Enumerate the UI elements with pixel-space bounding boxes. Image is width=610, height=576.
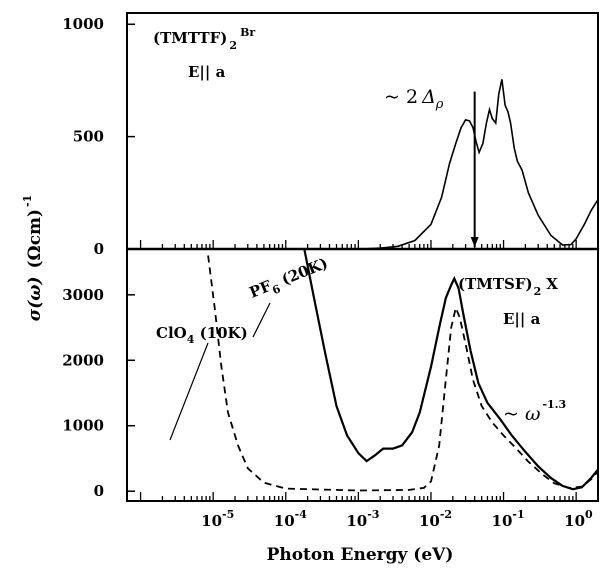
clo4-leader-line — [169, 342, 209, 441]
clo4-curve — [207, 255, 599, 492]
x-axis-title: Photon Energy (eV) — [267, 545, 454, 565]
top-ytick-label: 1000 — [62, 15, 104, 33]
top-ytick-label: 500 — [73, 128, 104, 146]
xtick-label: 10-4 — [274, 508, 307, 530]
xtick-label: 10-2 — [419, 508, 452, 530]
top-ytick-label: 0 — [94, 240, 104, 258]
bottom-ytick-label: 1000 — [62, 417, 104, 435]
pf6-series-label: PF6 (20K) — [247, 254, 332, 305]
clo4-series-label: ClO4 (10K) — [156, 324, 248, 346]
bottom-y-ticks: 0 1000 2000 3000 — [62, 286, 135, 500]
pf6-leader-line — [252, 302, 271, 338]
xtick-label: 10-1 — [492, 508, 525, 530]
bottom-compound-label: (TMTSF)2 X — [458, 275, 558, 298]
xtick-label: 100 — [564, 508, 593, 530]
plot-frame — [126, 12, 599, 502]
power-law-annotation: ~ ω -1.3 — [503, 398, 566, 425]
gap-marker-arrow — [470, 237, 479, 247]
top-polarization-label: E|| a — [188, 63, 226, 81]
bottom-ytick-label: 2000 — [62, 351, 104, 369]
xtick-label: 10-5 — [201, 508, 234, 530]
top-y-ticks: 0 500 1000 — [62, 15, 135, 258]
x-ticks: 10-5 10-4 10-3 10-2 10-1 100 — [139, 240, 599, 530]
xtick-label: 10-3 — [346, 508, 379, 530]
bottom-ytick-label: 3000 — [62, 286, 104, 304]
tmttf-br-curve — [361, 79, 599, 250]
gap-annotation: ~ 2 Δρ — [384, 86, 444, 112]
bottom-ytick-label: 0 — [94, 482, 104, 500]
y-axis-title: σ(ω)(Ωcm)-1 — [21, 195, 45, 322]
bottom-polarization-label: E|| a — [503, 310, 541, 328]
pf6-curve — [303, 248, 599, 491]
top-compound-label: (TMTTF) 2Br — [153, 26, 255, 52]
